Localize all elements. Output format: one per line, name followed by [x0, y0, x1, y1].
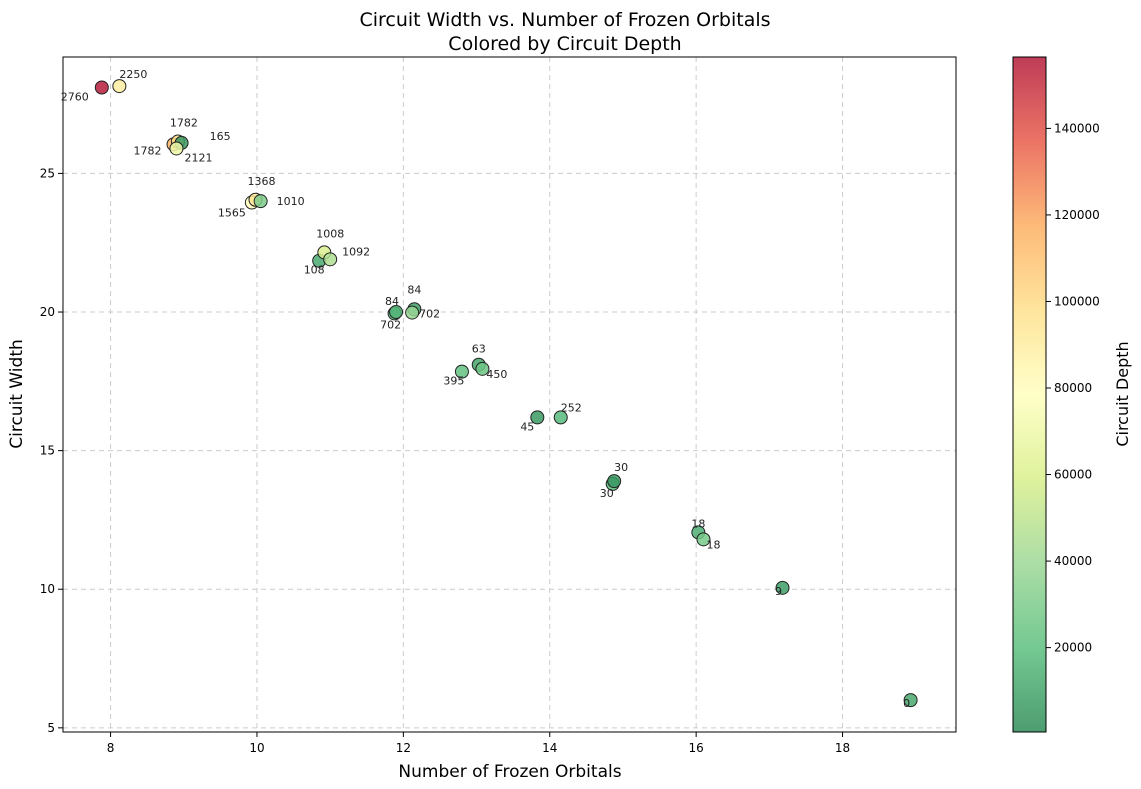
x-tick-label: 18: [835, 741, 850, 755]
y-tick-label: 25: [40, 166, 55, 180]
data-point-label: 702: [380, 318, 401, 331]
colorbar-tick-label: 80000: [1054, 381, 1092, 395]
data-point-label: 165: [210, 130, 231, 143]
data-point: [607, 474, 622, 489]
data-point: [405, 305, 420, 320]
data-point: [253, 194, 268, 209]
data-point-label: 1010: [277, 195, 305, 208]
data-point-label: 1782: [170, 117, 198, 130]
y-tick-label: 5: [47, 721, 55, 735]
data-point-label: 9: [775, 585, 782, 598]
data-point-label: 1008: [316, 227, 344, 240]
data-point: [903, 693, 918, 708]
data-point-label: 30: [614, 461, 628, 474]
colorbar-tick-label: 20000: [1054, 641, 1092, 655]
plot-area: 8 10 12 14 16 18 5 10 15 20 25 2760 2250 1782 1782 165 2…: [40, 56, 957, 755]
x-tick-label: 12: [396, 741, 411, 755]
colorbar-gradient: [1012, 56, 1047, 733]
y-tick-label: 20: [40, 305, 55, 319]
data-point-label: 63: [472, 343, 486, 356]
data-point-label: 18: [691, 517, 705, 530]
data-point-label: 450: [486, 368, 507, 381]
x-tick-label: 16: [689, 741, 704, 755]
data-point: [94, 80, 109, 95]
x-tick-label: 10: [249, 741, 264, 755]
data-point: [389, 305, 404, 320]
data-point-label: 0: [903, 697, 910, 710]
y-tick-label: 15: [40, 444, 55, 458]
y-axis-label: Circuit Width: [7, 339, 27, 449]
x-tick-label: 8: [107, 741, 115, 755]
data-point-label: 252: [561, 401, 582, 414]
data-point: [475, 361, 490, 376]
data-point-label: 84: [385, 295, 399, 308]
data-point-label: 2760: [61, 90, 89, 103]
data-point-label: 108: [304, 264, 325, 277]
data-point: [775, 580, 790, 595]
data-point-label: 1092: [342, 245, 370, 258]
data-point: [696, 532, 711, 547]
colorbar-tick-label: 100000: [1054, 294, 1100, 308]
colorbar-tick-label: 140000: [1054, 121, 1100, 135]
colorbar-tick-label: 120000: [1054, 208, 1100, 222]
plot-frame: [62, 56, 957, 733]
data-point: [530, 410, 545, 425]
data-point: [553, 410, 568, 425]
data-point: [169, 141, 184, 156]
data-point-label: 84: [407, 283, 421, 296]
x-tick-label: 14: [542, 741, 557, 755]
colorbar: 20000 40000 60000 80000 100000 120000 140000: [1012, 56, 1100, 733]
data-point-label: 702: [419, 308, 440, 321]
data-point-label: 2121: [184, 151, 212, 164]
data-point-label: 1782: [134, 144, 162, 157]
data-point-label: 1368: [248, 175, 276, 188]
data-point-label: 18: [706, 538, 720, 551]
chart-title: Circuit Width vs. Number of Frozen Orbit…: [359, 9, 770, 31]
data-point-label: 2250: [119, 68, 147, 81]
data-point-label: 1565: [218, 207, 246, 220]
data-point-label: 45: [520, 420, 534, 433]
colorbar-label: Circuit Depth: [1113, 341, 1132, 446]
data-point: [454, 364, 469, 379]
data-point-label: 395: [443, 375, 464, 388]
colorbar-tick-label: 60000: [1054, 468, 1092, 482]
chart-subtitle: Colored by Circuit Depth: [448, 33, 681, 55]
data-point-label: 30: [600, 487, 614, 500]
x-axis-label: Number of Frozen Orbitals: [398, 762, 621, 782]
data-point: [323, 252, 338, 267]
colorbar-tick-label: 40000: [1054, 554, 1092, 568]
y-tick-label: 10: [40, 582, 55, 596]
data-point: [112, 79, 127, 94]
